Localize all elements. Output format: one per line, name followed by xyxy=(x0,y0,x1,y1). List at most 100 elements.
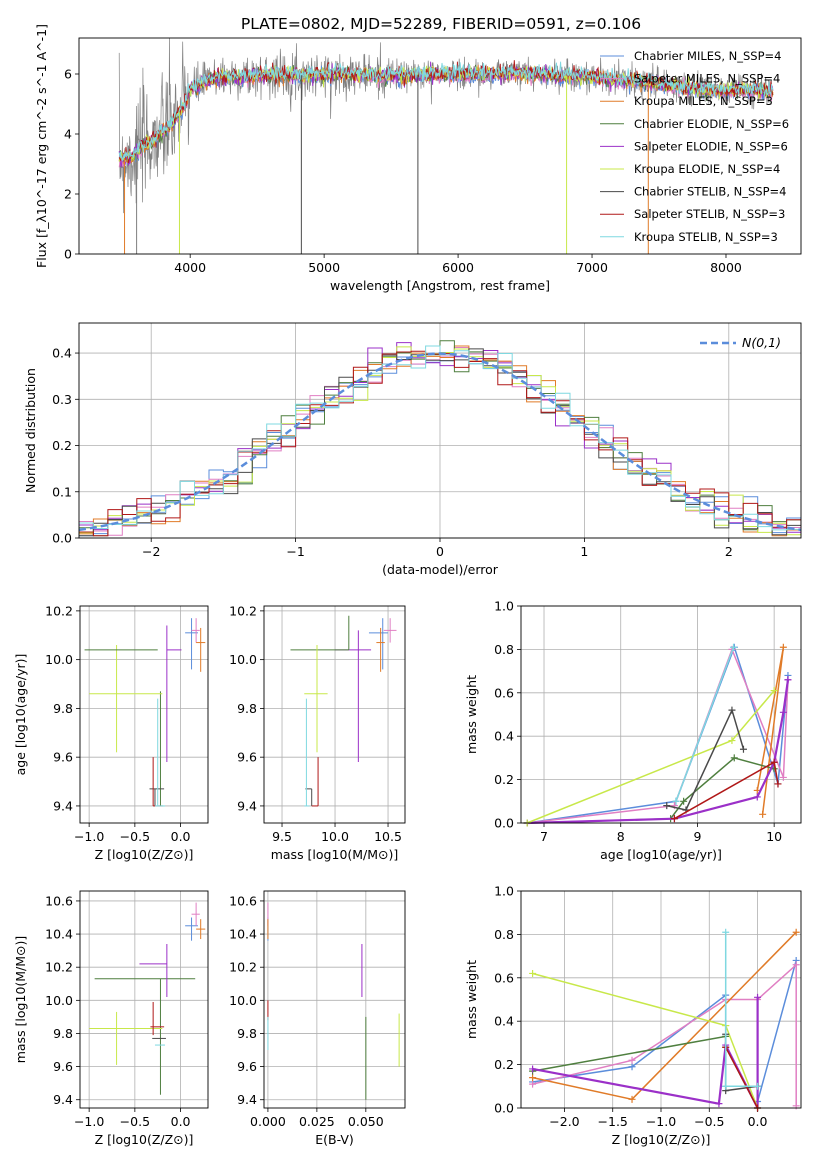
weight-line-kroupa_stelib xyxy=(724,932,758,1088)
x-tick-label: 2 xyxy=(725,544,733,559)
y-tick-label: 10.0 xyxy=(45,652,73,667)
y-tick-label: 0.8 xyxy=(494,927,514,942)
x-tick-label: −1.5 xyxy=(598,1114,628,1129)
model-salpeter_stelib xyxy=(118,60,774,164)
x-tick-label: 9 xyxy=(693,829,701,844)
marker-salpeter_elodie xyxy=(715,1100,723,1108)
legend-label: Salpeter MILES, N_SSP=4 xyxy=(634,72,780,86)
x-tick-label: 8000 xyxy=(710,260,742,275)
x-tick-label: −1.0 xyxy=(646,1114,676,1129)
marker-salpeter_stelib xyxy=(774,780,782,788)
spectrum-lines xyxy=(118,38,774,254)
marker-kroupa_miles xyxy=(529,1074,537,1082)
marker-chabrier_elodie xyxy=(680,797,688,805)
x-tick-label: 10.0 xyxy=(321,829,349,844)
marker-kroupa_elodie xyxy=(529,969,537,977)
axes-frame xyxy=(520,605,802,824)
weight-line-kroupa_stelib xyxy=(675,646,735,802)
y-tick-label: 0.3 xyxy=(52,392,72,407)
axes-frame xyxy=(263,605,406,824)
x-tick-label: 6000 xyxy=(442,260,474,275)
marker-salpeter_stelib xyxy=(670,815,678,823)
y-tick-label: 9.4 xyxy=(53,1092,73,1107)
legend-label: Kroupa STELIB, N_SSP=3 xyxy=(634,230,778,244)
marker-kroupa_miles xyxy=(759,810,767,818)
panel-weight_vs_Z: −2.0 −1.5 −1.0 −0.5 0.0 0.0 0.2 0.4 0.6 0.8 1.0 Z [… xyxy=(464,884,802,1147)
x-axis-label: (data-model)/error xyxy=(382,562,499,577)
y-tick-label: 9.4 xyxy=(53,798,73,813)
x-tick-label: −2 xyxy=(142,544,160,559)
y-tick-label: 0.6 xyxy=(494,970,514,985)
x-tick-label: −1 xyxy=(286,544,304,559)
y-tick-label: 0.2 xyxy=(494,1057,514,1072)
marker-chabrier_miles xyxy=(628,1063,636,1071)
weight-line-kroupa_elodie xyxy=(532,972,759,1109)
x-tick-label: 8 xyxy=(617,829,625,844)
x-tick-label: 7000 xyxy=(576,260,608,275)
x-tick-label: −2.0 xyxy=(549,1114,579,1129)
y-tick-label: 0.4 xyxy=(494,1014,514,1029)
y-tick-label: 10.0 xyxy=(229,993,257,1008)
panel-age_vs_Z: −1.0 −0.5 0.0 9.4 9.6 9.8 10.0 10.2 Z [log10(Z/Z… xyxy=(13,603,209,862)
marker-salpeter_elodie xyxy=(754,993,762,1001)
marker-salpeter_miles xyxy=(779,773,787,781)
marker-kroupa_stelib xyxy=(729,643,737,651)
x-axis-label: E(B-V) xyxy=(315,1132,354,1147)
x-axis-label: mass [log10(M/M⊙)] xyxy=(271,847,399,862)
marker-kroupa_miles xyxy=(628,1095,636,1103)
x-tick-label: 0.0 xyxy=(748,1114,768,1129)
y-axis-label: mass [log10(M/M⊙)] xyxy=(13,936,28,1064)
marker-kroupa_miles xyxy=(792,928,800,936)
panel-age_vs_mass: 9.5 10.0 10.5 9.4 9.6 9.8 10.0 10.2 mass [log10(… xyxy=(229,603,406,862)
panel-mass_vs_ebv: 0.000 0.025 0.050 9.4 9.6 9.8 10.0 10.2 10.4 10.6… xyxy=(229,890,406,1147)
x-tick-label: −0.5 xyxy=(120,829,150,844)
y-tick-label: 2 xyxy=(64,187,72,202)
legend-label: Salpeter STELIB, N_SSP=3 xyxy=(634,207,785,221)
y-tick-label: 10.4 xyxy=(45,927,73,942)
marker-chabrier_stelib xyxy=(728,706,736,714)
weight-line-chabrier_stelib xyxy=(724,1034,758,1092)
y-tick-label: 0.0 xyxy=(52,531,72,546)
y-tick-label: 10.2 xyxy=(45,603,73,618)
x-tick-label: 9.5 xyxy=(272,829,292,844)
y-tick-label: 10.0 xyxy=(45,993,73,1008)
y-tick-label: 9.6 xyxy=(53,1059,73,1074)
x-tick-label: 0 xyxy=(436,544,444,559)
x-tick-label: 5000 xyxy=(308,260,340,275)
marker-chabrier_elodie xyxy=(730,754,738,762)
marker-salpeter_elodie xyxy=(779,708,787,716)
marker-kroupa_stelib xyxy=(722,1082,730,1090)
axes-frame xyxy=(263,890,406,1109)
y-tick-label: 0.4 xyxy=(494,729,514,744)
marker-kroupa_miles xyxy=(779,643,787,651)
figure-title: PLATE=0802, MJD=52289, FIBERID=0591, z=0… xyxy=(241,15,641,33)
y-tick-label: 10.4 xyxy=(229,927,257,942)
legend-label: Salpeter ELODIE, N_SSP=6 xyxy=(634,139,788,153)
y-tick-label: 9.8 xyxy=(53,701,73,716)
y-axis-label: mass weight xyxy=(464,960,479,1039)
x-tick-label: −0.5 xyxy=(120,1114,150,1129)
legend-label: N(0,1) xyxy=(742,335,781,350)
panel-mass_vs_Z: −1.0 −0.5 0.0 9.4 9.6 9.8 10.0 10.2 10.4 10.6 Z [l… xyxy=(13,890,209,1147)
normal-curve xyxy=(79,352,801,532)
y-tick-label: 0 xyxy=(64,247,72,262)
y-axis-label: age [log10(age/yr)] xyxy=(13,654,28,776)
marker-kroupa_stelib xyxy=(722,928,730,936)
y-tick-label: 0.2 xyxy=(52,438,72,453)
weight-line-chabrier_elodie xyxy=(527,757,775,824)
y-tick-label: 10.2 xyxy=(45,960,73,975)
panel-spectrum: 4000 5000 6000 7000 8000 0 2 4 6 wavelength [Angs… xyxy=(34,24,802,293)
axes-frame xyxy=(79,605,209,824)
legend-label: Chabrier MILES, N_SSP=4 xyxy=(634,49,781,63)
panel-weight_vs_age: 7 8 9 10 0.0 0.2 0.4 0.6 0.8 1.0 age [log10(age/yr… xyxy=(464,599,802,862)
x-tick-label: 0.0 xyxy=(171,1114,191,1129)
x-tick-label: 7 xyxy=(540,829,548,844)
x-axis-label: Z [log10(Z/Z⊙)] xyxy=(95,1132,194,1147)
marker-kroupa_elodie xyxy=(770,687,778,695)
y-axis-label: Normed distribution xyxy=(23,368,38,493)
y-tick-label: 0.8 xyxy=(494,642,514,657)
y-tick-label: 0.2 xyxy=(494,772,514,787)
y-tick-label: 9.6 xyxy=(53,750,73,765)
x-tick-label: 0.025 xyxy=(299,1114,335,1129)
